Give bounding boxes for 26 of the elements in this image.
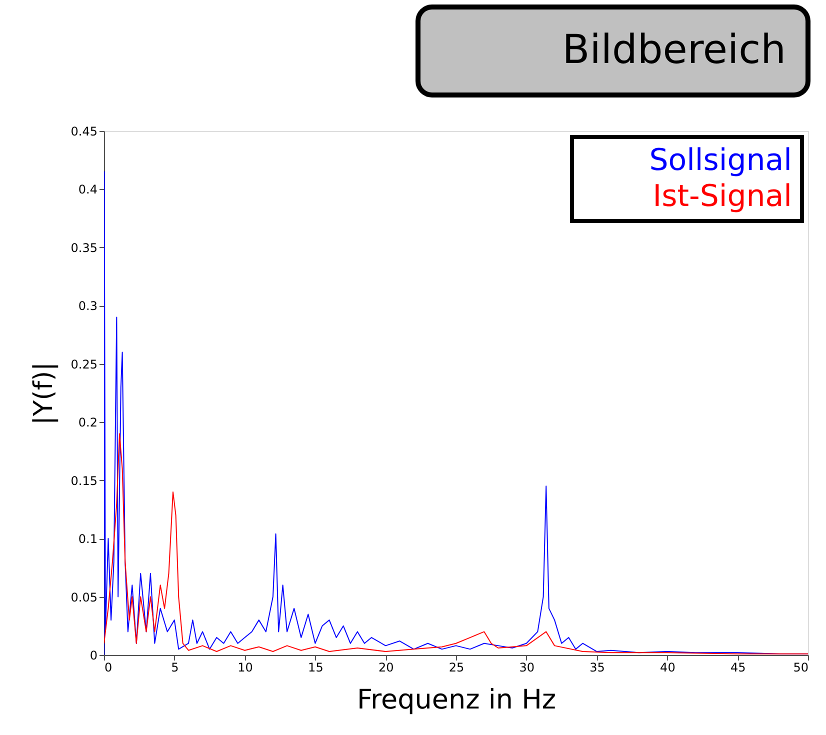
x-tick-label: 30 bbox=[519, 660, 535, 674]
x-tick-label: 15 bbox=[308, 660, 324, 674]
y-tick-label: 0.4 bbox=[78, 182, 98, 197]
x-tick-label: 0 bbox=[104, 660, 112, 674]
y-tick-label: 0.1 bbox=[78, 532, 98, 546]
x-tick-label: 45 bbox=[730, 660, 746, 674]
x-tick-label: 50 bbox=[793, 660, 808, 674]
y-tick-label: 0.25 bbox=[70, 357, 98, 372]
x-tick-label: 10 bbox=[238, 660, 253, 674]
y-tick-label: 0.3 bbox=[78, 299, 98, 314]
y-tick-label: 0.2 bbox=[78, 416, 98, 430]
y-tick-label: 0 bbox=[90, 648, 98, 662]
text: Sollsignal bbox=[649, 143, 792, 178]
y-tick-label: 0.35 bbox=[70, 240, 98, 255]
x-axis-title: Frequenz in Hz bbox=[356, 684, 556, 716]
x-tick-label: 25 bbox=[448, 660, 464, 674]
text: Bildbereich bbox=[562, 27, 786, 73]
x-tick-label: 40 bbox=[660, 660, 676, 674]
text: Ist-Signal bbox=[652, 179, 792, 214]
y-tick-label: 0.45 bbox=[70, 124, 98, 138]
x-tick-label: 35 bbox=[590, 660, 605, 674]
x-tick-label: 20 bbox=[378, 660, 394, 674]
y-axis-title: |Y(f)| bbox=[28, 362, 59, 425]
x-tick-label: 5 bbox=[171, 660, 179, 674]
y-tick-label: 0.15 bbox=[70, 474, 98, 488]
y-tick-label: 0.05 bbox=[70, 590, 98, 604]
